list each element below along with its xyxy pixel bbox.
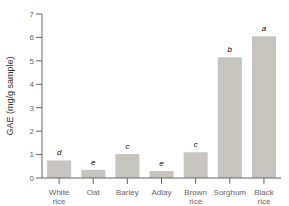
svg-text:b: b	[228, 45, 233, 54]
svg-text:Adlay: Adlay	[151, 188, 171, 197]
svg-text:e: e	[159, 159, 164, 168]
svg-text:Oat: Oat	[87, 188, 101, 197]
svg-text:Blackrice: Blackrice	[254, 188, 275, 206]
svg-text:7: 7	[30, 10, 35, 19]
svg-text:5: 5	[30, 57, 35, 66]
svg-text:e: e	[91, 158, 96, 167]
svg-text:c: c	[194, 140, 198, 149]
svg-text:a: a	[262, 24, 267, 33]
svg-text:Whiterice: Whiterice	[49, 188, 70, 206]
svg-text:Barley: Barley	[116, 188, 139, 197]
svg-text:2: 2	[30, 127, 35, 136]
svg-text:Brownrice: Brownrice	[184, 188, 207, 206]
svg-text:6: 6	[30, 33, 35, 42]
svg-text:0: 0	[30, 174, 35, 183]
svg-text:1: 1	[30, 150, 35, 159]
svg-text:3: 3	[30, 104, 35, 113]
svg-text:c: c	[125, 142, 129, 151]
svg-text:GAE (mg/g sample): GAE (mg/g sample)	[8, 56, 15, 135]
svg-text:Sorghum: Sorghum	[214, 188, 247, 197]
svg-text:4: 4	[30, 80, 35, 89]
svg-text:d: d	[57, 148, 62, 157]
